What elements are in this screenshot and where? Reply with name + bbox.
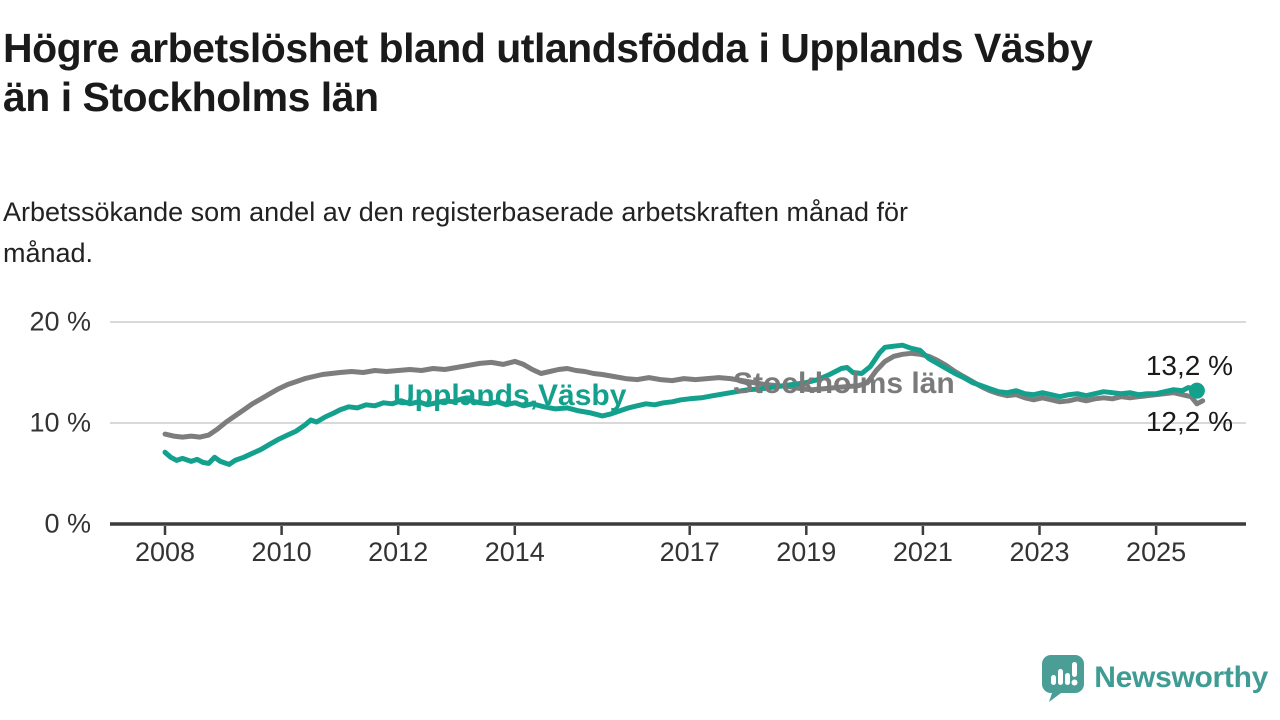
end-value-label: 13,2 % (1145, 349, 1233, 381)
x-tick-label: 2025 (1126, 537, 1187, 567)
series-inline-label-stockholms-l-n: Stockholms län (733, 367, 955, 400)
x-tick-label: 2023 (1009, 537, 1070, 567)
chart-subtitle: Arbetssökande som andel av den registerb… (3, 197, 909, 268)
x-tick-label: 2021 (892, 537, 953, 567)
x-tick-label: 2012 (368, 537, 429, 567)
end-value-label: 12,2 % (1145, 405, 1233, 437)
chart-title: Högre arbetslöshet bland utlandsfödda i … (3, 25, 1093, 121)
y-tick-label: 10 % (29, 407, 91, 438)
newsworthy-branding: Newsworthy (1040, 653, 1268, 702)
y-tick-label: 20 % (29, 306, 91, 337)
x-tick-label: 2010 (251, 537, 312, 567)
x-tick-label: 2014 (484, 537, 545, 567)
series-line-upplands-v-sby (162, 342, 1200, 467)
newsworthy-wordmark: Newsworthy (1094, 660, 1268, 694)
series-line-stockholms-l-n (162, 350, 1206, 440)
series-end-dot (1188, 382, 1205, 399)
x-tick-label: 2019 (776, 537, 837, 567)
newsworthy-logo-icon (1042, 655, 1085, 702)
x-tick-label: 2008 (134, 537, 196, 567)
y-tick-label: 0 % (44, 508, 91, 539)
series-inline-label-upplands-v-sby: Upplands,Väsby (393, 379, 627, 412)
x-tick-label: 2017 (659, 537, 720, 567)
